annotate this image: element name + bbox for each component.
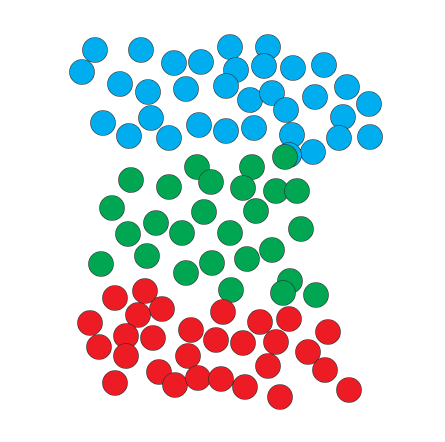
green-dot: [243, 198, 269, 224]
blue-dot: [251, 53, 277, 79]
red-dot: [276, 306, 302, 332]
green-dot: [259, 237, 285, 263]
green-dot: [143, 210, 169, 236]
green-dot: [198, 169, 224, 195]
red-dot: [102, 370, 128, 396]
blue-dot: [107, 71, 133, 97]
blue-dot: [69, 59, 95, 85]
red-dot: [86, 334, 112, 360]
green-dot: [191, 199, 217, 225]
blue-dot: [241, 115, 267, 141]
red-dot: [162, 372, 188, 398]
blue-dot: [188, 49, 214, 75]
blue-dot: [334, 74, 360, 100]
red-dot: [230, 330, 256, 356]
blue-dot: [356, 91, 382, 117]
red-dot: [232, 374, 258, 400]
blue-dot: [259, 80, 285, 106]
blue-dot: [82, 37, 108, 63]
blue-dot: [213, 73, 239, 99]
green-dot: [156, 174, 182, 200]
green-dot: [230, 175, 256, 201]
red-dot: [312, 357, 338, 383]
blue-dot: [217, 34, 243, 60]
red-dot: [77, 310, 103, 336]
red-dot: [102, 285, 128, 311]
green-dot: [217, 220, 243, 246]
green-dot: [270, 280, 296, 306]
blue-dot: [311, 52, 337, 78]
red-dot: [315, 319, 341, 345]
blue-dot: [273, 97, 299, 123]
green-dot: [272, 144, 298, 170]
blue-dot: [173, 76, 199, 102]
blue-dot: [90, 110, 116, 136]
green-dot: [288, 216, 314, 242]
red-dot: [175, 343, 201, 369]
blue-dot: [357, 124, 383, 150]
blue-dot: [330, 104, 356, 130]
red-dot: [140, 325, 166, 351]
red-dot: [113, 343, 139, 369]
green-dot: [218, 277, 244, 303]
red-dot: [336, 377, 362, 403]
red-dot: [185, 365, 211, 391]
blue-dot: [237, 87, 263, 113]
green-dot: [284, 178, 310, 204]
red-dot: [295, 339, 321, 365]
blue-dot: [302, 84, 328, 110]
green-dot: [169, 220, 195, 246]
red-dot: [247, 309, 273, 335]
blue-cluster: [69, 34, 383, 168]
red-dot: [255, 353, 281, 379]
red-dot: [263, 329, 289, 355]
green-dot: [303, 282, 329, 308]
green-dot: [88, 251, 114, 277]
green-dot: [234, 246, 260, 272]
blue-dot: [156, 125, 182, 151]
green-dot: [99, 195, 125, 221]
red-dot: [125, 302, 151, 328]
blue-dot: [186, 112, 212, 138]
red-dot: [210, 299, 236, 325]
green-cluster: [88, 144, 329, 308]
blue-dot: [213, 118, 239, 144]
red-dot: [132, 278, 158, 304]
blue-dot: [300, 139, 326, 165]
blue-dot: [128, 37, 154, 63]
red-dot: [149, 296, 175, 322]
green-dot: [118, 167, 144, 193]
green-dot: [173, 260, 199, 286]
blue-dot: [138, 105, 164, 131]
red-dot: [178, 317, 204, 343]
red-dot: [208, 366, 234, 392]
blue-dot: [161, 50, 187, 76]
blue-dot: [116, 123, 142, 149]
blue-dot: [135, 79, 161, 105]
red-dot: [203, 327, 229, 353]
red-cluster: [77, 278, 362, 410]
blue-dot: [280, 55, 306, 81]
green-dot: [199, 250, 225, 276]
blue-dot: [326, 125, 352, 151]
red-dot: [267, 384, 293, 410]
green-dot: [134, 243, 160, 269]
green-dot: [115, 221, 141, 247]
